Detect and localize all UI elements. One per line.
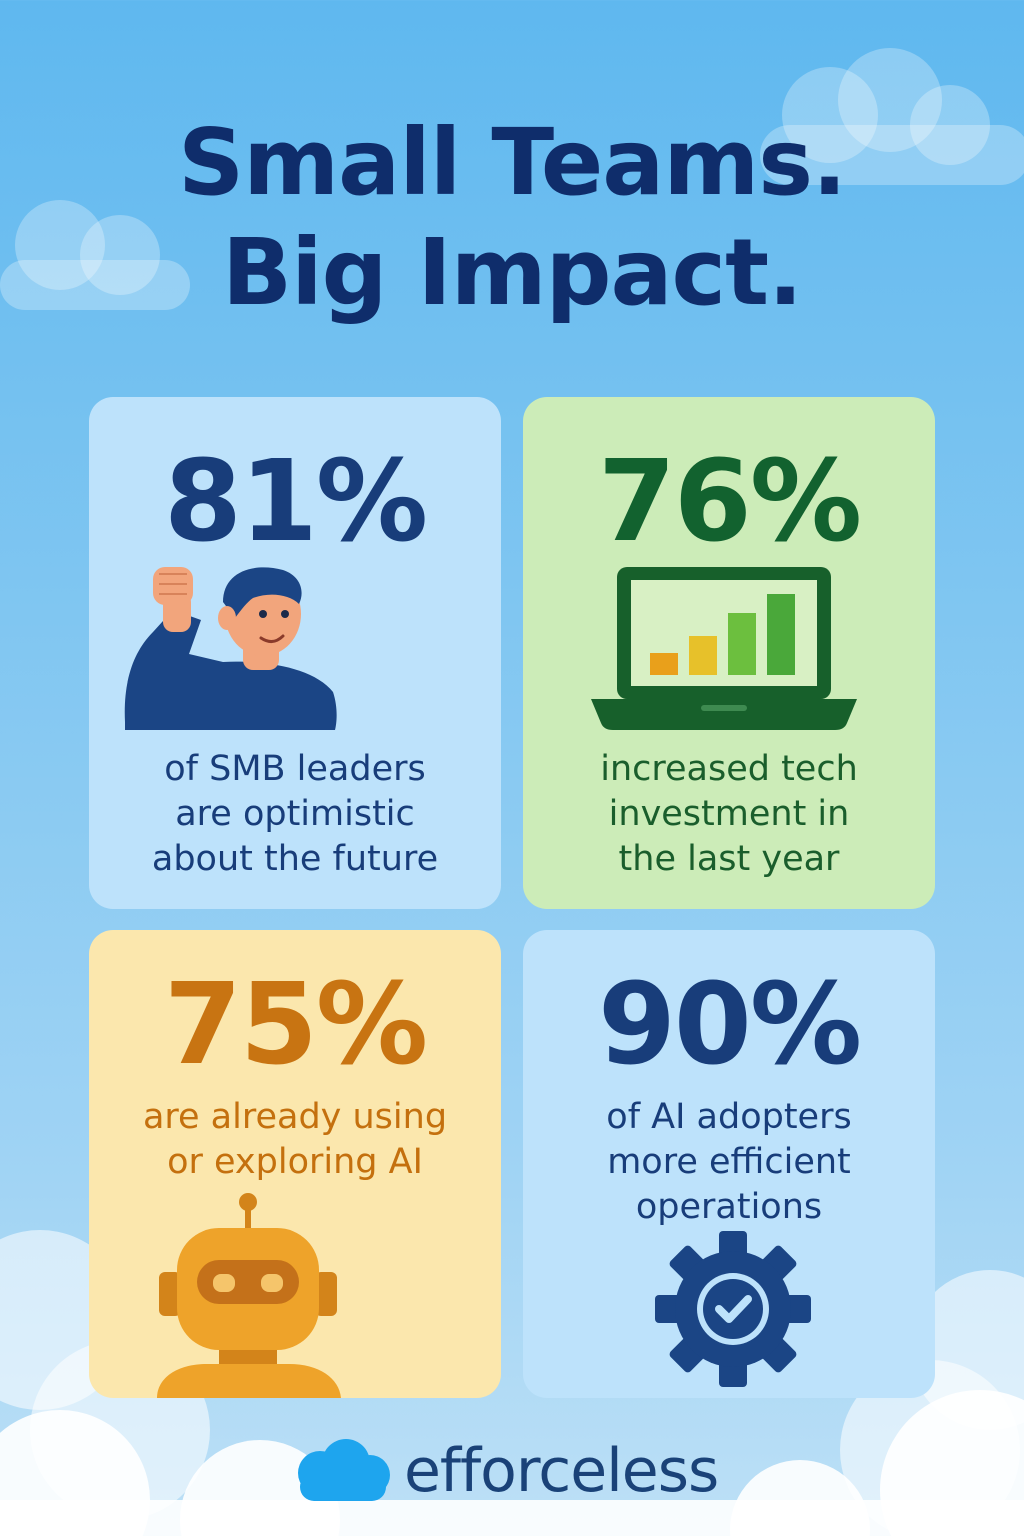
description-line: about the future	[151, 839, 439, 879]
laptop-bar-chart-icon	[591, 567, 857, 730]
description-line: of SMB leaders	[164, 749, 426, 789]
stat-card-ai-usage: 75% are already using or exploring AI	[89, 930, 501, 1398]
cloud-decoration-top-right	[760, 48, 1024, 185]
description-line: investment in	[608, 794, 850, 834]
description-line: more efficient	[607, 1142, 851, 1182]
robot-icon	[157, 1193, 341, 1398]
stat-card-ai-efficiency: 90% of AI adopters more efficient operat…	[523, 930, 935, 1398]
stat-value: 75%	[163, 960, 428, 1090]
brand-name: efforceless	[404, 1436, 719, 1506]
cloud-decoration-left	[0, 200, 190, 310]
title-line-2: Big Impact.	[221, 219, 803, 326]
description-line: the last year	[618, 839, 840, 879]
stat-card-optimism: 81% of SMB leaders are optimistic about …	[89, 397, 501, 909]
description-line: operations	[635, 1187, 823, 1227]
description-line: are already using	[142, 1097, 448, 1137]
stat-value: 81%	[163, 437, 428, 567]
stat-description: of AI adopters more efficient operations	[523, 1095, 935, 1230]
stat-value: 90%	[597, 960, 862, 1090]
description-line: are optimistic	[175, 794, 415, 834]
person-raised-fist-icon	[124, 567, 337, 730]
cloud-logo-icon	[298, 1439, 390, 1501]
brand-logo: efforceless	[286, 1433, 746, 1513]
stat-description: of SMB leaders are optimistic about the …	[89, 747, 501, 882]
page-title: Small Teams. Big Impact.	[0, 108, 1024, 328]
description-line: or exploring AI	[167, 1142, 423, 1182]
stat-card-tech-investment: 76% increased tech investment in the las…	[523, 397, 935, 909]
gear-check-icon	[655, 1231, 811, 1387]
description-line: of AI adopters	[606, 1097, 852, 1137]
description-line: increased tech	[600, 749, 858, 789]
stat-description: increased tech investment in the last ye…	[523, 747, 935, 882]
title-line-1: Small Teams.	[178, 109, 847, 216]
stat-description: are already using or exploring AI	[89, 1095, 501, 1185]
stat-value: 76%	[597, 437, 862, 567]
